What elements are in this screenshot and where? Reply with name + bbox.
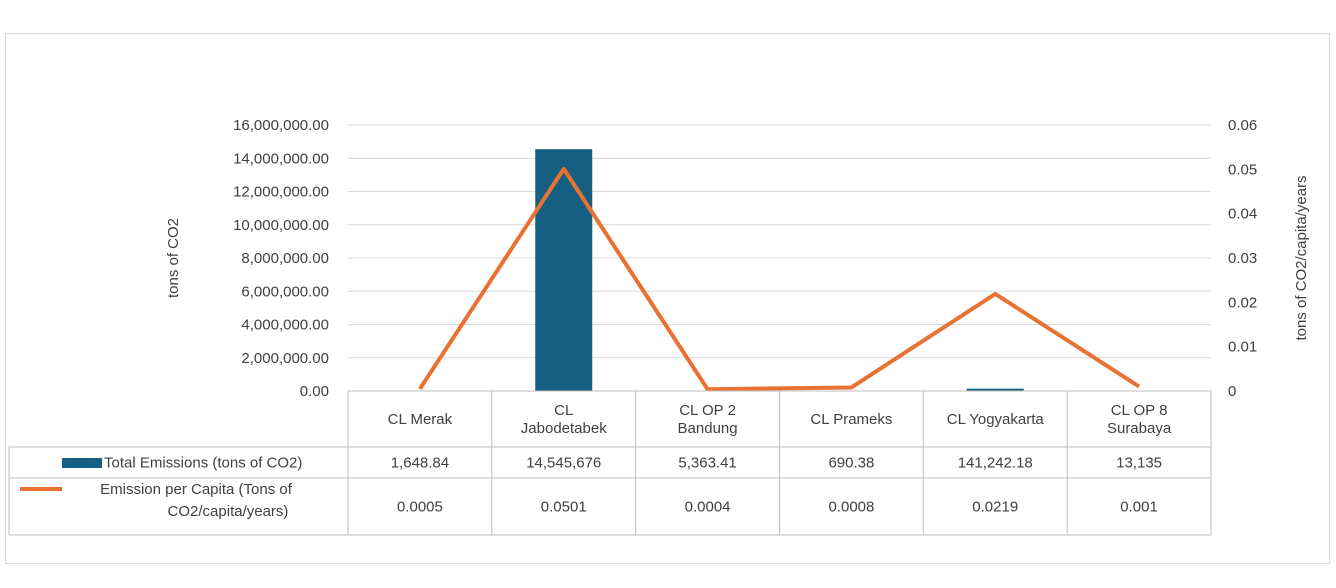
table-cell: 14,545,676 — [526, 455, 601, 472]
right-axis-ticks: 0 0.01 0.02 0.03 0.04 0.05 0.06 — [1228, 117, 1257, 400]
right-tick-label: 0.06 — [1228, 117, 1257, 134]
legend-bar-swatch — [62, 458, 102, 468]
category-label: CL Yogyakarta — [947, 411, 1045, 428]
right-tick-label: 0.02 — [1228, 294, 1257, 311]
data-table: CL Merak CL Jabodetabek CL OP 2 Bandung CL Pr… — [8, 390, 1212, 536]
left-tick-label: 4,000,000.00 — [241, 317, 329, 334]
right-axis-title: tons of CO2/capita/years — [1293, 175, 1310, 340]
table-cell: 0.001 — [1120, 499, 1158, 516]
right-tick-label: 0.01 — [1228, 339, 1257, 356]
table-cell: 0.0219 — [972, 499, 1018, 516]
left-tick-label: 6,000,000.00 — [241, 283, 329, 300]
table-cell: 13,135 — [1116, 455, 1162, 472]
left-tick-label: 10,000,000.00 — [233, 217, 329, 234]
right-tick-label: 0 — [1228, 383, 1236, 400]
table-cell: 0.0501 — [541, 499, 587, 516]
series-line — [418, 166, 1141, 392]
table-cell: 1,648.84 — [391, 455, 449, 472]
left-tick-label: 0.00 — [300, 383, 329, 400]
right-tick-label: 0.04 — [1228, 206, 1257, 223]
table-cell: 690.38 — [828, 455, 874, 472]
legend-line-label: Emission per Capita (Tons of CO2/capita/y… — [100, 481, 293, 520]
table-cell: 141,242.18 — [958, 455, 1033, 472]
bar — [966, 388, 1024, 391]
left-tick-label: 8,000,000.00 — [241, 250, 329, 267]
bar-series — [391, 149, 1168, 391]
category-label: CL OP 2 Bandung — [678, 402, 738, 437]
bar — [535, 149, 593, 391]
left-tick-label: 12,000,000.00 — [233, 184, 329, 201]
left-axis-title: tons of CO2 — [165, 218, 182, 298]
left-tick-label: 14,000,000.00 — [233, 150, 329, 167]
category-label: CL Prameks — [810, 411, 892, 428]
left-tick-label: 2,000,000.00 — [241, 350, 329, 367]
left-axis-ticks: 0.00 2,000,000.00 4,000,000.00 6,000,000.00… — [233, 117, 329, 400]
left-tick-label: 16,000,000.00 — [233, 117, 329, 134]
category-label: CL OP 8 Surabaya — [1107, 402, 1172, 437]
legend-bar-label: Total Emissions (tons of CO2) — [104, 455, 302, 472]
right-tick-label: 0.05 — [1228, 161, 1257, 178]
category-label: CL Merak — [388, 411, 453, 428]
table-cell: 0.0004 — [685, 499, 731, 516]
right-tick-label: 0.03 — [1228, 250, 1257, 267]
table-cell: 0.0005 — [397, 499, 443, 516]
table-cell: 0.0008 — [828, 499, 874, 516]
table-cell: 5,363.41 — [678, 455, 736, 472]
category-label: CL Jabodetabek — [521, 402, 607, 437]
chart-frame — [5, 33, 1330, 564]
line-series — [418, 166, 1141, 392]
